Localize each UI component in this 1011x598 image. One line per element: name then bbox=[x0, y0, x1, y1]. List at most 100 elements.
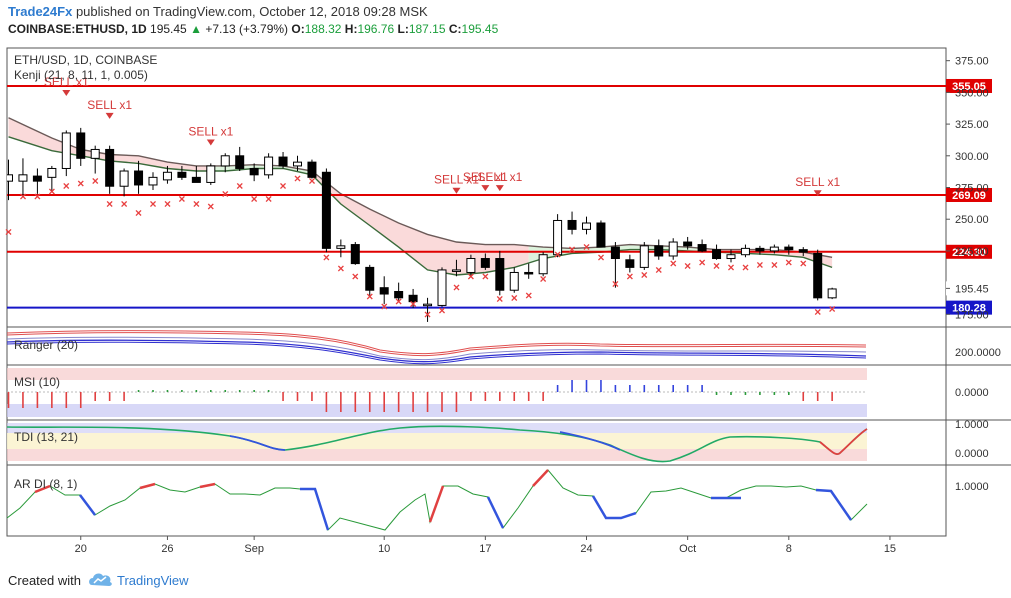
candle bbox=[394, 290, 404, 299]
x-tick-label: 24 bbox=[580, 543, 592, 555]
ranger-lower-band bbox=[6, 339, 867, 363]
cross-marker: × bbox=[727, 260, 734, 274]
x-tick-label: 26 bbox=[161, 543, 173, 555]
hline-label-1: 269.09 bbox=[952, 190, 986, 202]
candle bbox=[798, 249, 808, 253]
cross-marker: × bbox=[106, 197, 113, 211]
ohlc-line: COINBASE:ETHUSD, 1D 195.45 ▲ +7.13 (+3.7… bbox=[8, 22, 498, 36]
ardi-blue-1 bbox=[79, 494, 96, 516]
candle bbox=[582, 222, 591, 230]
candles bbox=[7, 127, 837, 322]
candle bbox=[712, 249, 722, 260]
footer: Created with TradingView bbox=[0, 566, 1011, 598]
price-axis: 375.00 350.00 325.00 300.00 275.00 250.00 225.… bbox=[946, 56, 992, 321]
candle bbox=[162, 171, 172, 181]
cross-marker: × bbox=[381, 300, 388, 314]
candle bbox=[813, 252, 823, 299]
candle bbox=[148, 176, 158, 186]
candle bbox=[206, 165, 216, 183]
cross-marker: × bbox=[438, 304, 445, 318]
cross-marker: × bbox=[583, 240, 590, 254]
cross-marker: × bbox=[511, 291, 518, 305]
tdi-pane: TDI (13, 21) 1.0000 0.0000 bbox=[6, 419, 989, 463]
y-tick-label: 375.00 bbox=[955, 56, 989, 68]
x-tick-label: Sep bbox=[244, 543, 264, 555]
kijun-upper-line bbox=[8, 117, 833, 258]
cross-marker: × bbox=[280, 179, 287, 193]
candle bbox=[827, 288, 837, 299]
cross-marker: × bbox=[121, 197, 128, 211]
hline-label-bg-2 bbox=[946, 244, 992, 259]
sell-signal-label: SELL x1 bbox=[434, 173, 479, 187]
hline-label-2: 224.30 bbox=[952, 247, 986, 259]
chart-header: Trade24Fx published on TradingView.com, … bbox=[0, 0, 1011, 40]
tdi-y-tick-bottom: 0.0000 bbox=[955, 448, 989, 460]
candle bbox=[105, 148, 115, 187]
cross-marker: × bbox=[193, 197, 200, 211]
ranger-y-tick: 200.0000 bbox=[955, 347, 1001, 359]
candle bbox=[625, 259, 635, 268]
y-tick-label: 225.00 bbox=[955, 246, 989, 258]
ardi-red-4 bbox=[428, 485, 445, 523]
cross-marker: × bbox=[323, 250, 330, 264]
candle bbox=[654, 245, 664, 257]
msi-y-tick: 0.0000 bbox=[955, 387, 989, 399]
sell-arrow-icon bbox=[62, 90, 71, 97]
candle bbox=[134, 170, 144, 186]
ardi-blue-6 bbox=[815, 488, 853, 521]
tdi-line-blue bbox=[229, 435, 286, 451]
x-tick-label: Oct bbox=[679, 543, 696, 555]
cross-marker: × bbox=[612, 277, 619, 291]
tdi-line-red bbox=[819, 428, 868, 455]
cross-marker: × bbox=[395, 295, 402, 309]
candle bbox=[596, 222, 606, 248]
cross-marker: × bbox=[641, 268, 648, 282]
cross-marker: × bbox=[814, 305, 821, 319]
time-axis: 20 26 Sep 10 17 24 Oct 8 15 bbox=[75, 536, 896, 555]
cross-marker: × bbox=[63, 179, 70, 193]
cross-marker: × bbox=[554, 248, 561, 262]
candle bbox=[668, 241, 678, 257]
ranger-pane: Ranger (20) 200.0000 bbox=[6, 330, 1001, 365]
ardi-title: AR DI (8, 1) bbox=[14, 477, 77, 491]
candle bbox=[119, 170, 129, 187]
candle bbox=[567, 219, 577, 230]
low-value: 187.15 bbox=[408, 22, 446, 36]
msi-title: MSI (10) bbox=[14, 375, 60, 389]
open-label: O: bbox=[291, 22, 305, 36]
cross-marker: × bbox=[453, 281, 460, 295]
tdi-mid-zone bbox=[7, 433, 867, 449]
ardi-red-1 bbox=[34, 484, 51, 494]
tradingview-link[interactable]: TradingView bbox=[117, 573, 189, 588]
kenji-indicator-label: Kenji (21, 8, 11, 1, 0.005) bbox=[14, 68, 148, 82]
published-text: published on TradingView.com, October 12… bbox=[75, 4, 428, 19]
candle bbox=[726, 254, 736, 260]
sell-arrow-icon bbox=[495, 185, 504, 192]
publisher-name[interactable]: Trade24Fx bbox=[8, 4, 73, 19]
candle bbox=[18, 174, 28, 182]
y-tick-label: 275.00 bbox=[955, 183, 989, 195]
msi-upper-zone bbox=[7, 368, 867, 380]
cross-marker: × bbox=[756, 258, 763, 272]
cross-marker: × bbox=[178, 192, 185, 206]
candle bbox=[350, 244, 360, 265]
msi-histogram bbox=[7, 380, 833, 412]
tradingview-cloud-icon bbox=[89, 573, 112, 586]
cross-marker: × bbox=[684, 259, 691, 273]
candle bbox=[480, 258, 490, 268]
y-tick-label: 325.00 bbox=[955, 119, 989, 131]
high-label: H: bbox=[344, 22, 358, 36]
kijun-fill-2 bbox=[311, 171, 529, 275]
y-tick-label: 250.00 bbox=[955, 214, 989, 226]
symbol-label: COINBASE:ETHUSD, 1D bbox=[8, 22, 147, 36]
cross-marker: × bbox=[366, 290, 373, 304]
sell-arrow-icon bbox=[206, 139, 215, 146]
candle bbox=[336, 245, 346, 249]
close-label: C: bbox=[448, 22, 462, 36]
cross-marker: × bbox=[597, 250, 604, 264]
ranger-title: Ranger (20) bbox=[14, 338, 78, 352]
cross-marker: × bbox=[149, 197, 156, 211]
ardi-y-tick: 1.0000 bbox=[955, 481, 989, 493]
